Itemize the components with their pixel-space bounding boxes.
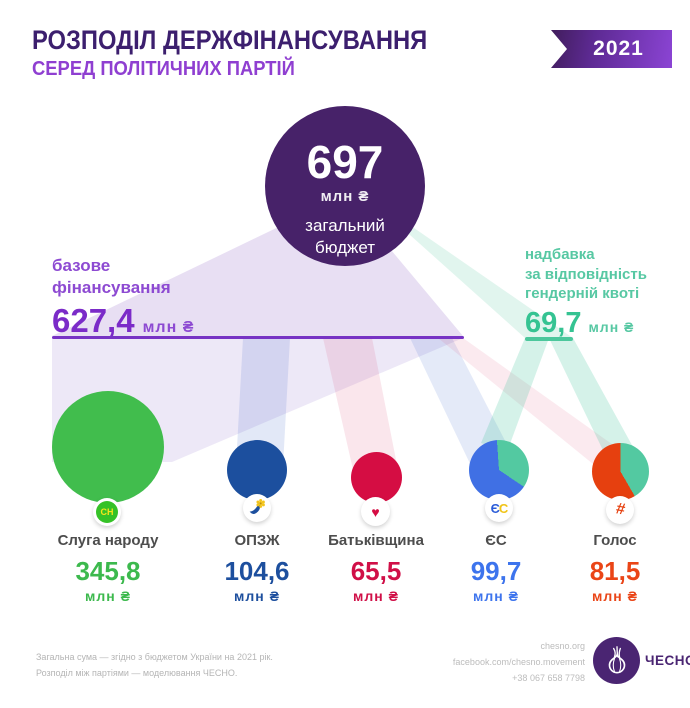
batkivshchyna-heart-logo-icon: ♥ (361, 497, 390, 526)
party-unit: млн ₴ (592, 588, 638, 604)
party-value: 99,7 (470, 556, 522, 586)
base-funding-underline (52, 336, 464, 339)
gender-bonus-underline (525, 337, 573, 341)
es-logo-letter-ye: Є (490, 500, 500, 516)
base-funding-block: базове фінансування 627,4 млн ₴ (52, 255, 194, 340)
es-logo-letter-s: С (498, 500, 508, 516)
base-funding-unit: млн ₴ (142, 318, 195, 336)
party-name: ОПЗЖ (234, 532, 280, 549)
page-title: РОЗПОДІЛ ДЕРЖФІНАНСУВАННЯ (32, 25, 428, 55)
footer-phone: +38 067 658 7798 (512, 673, 585, 684)
total-budget-circle: 697 млн ₴ загальний бюджет (265, 106, 425, 266)
total-budget-label: загальний бюджет (305, 216, 385, 257)
party-value: 65,5 (350, 556, 402, 586)
opzzh-logo-graphic (249, 499, 265, 514)
party-circle-es (469, 440, 529, 500)
footer-facebook: facebook.com/chesno.movement (452, 657, 585, 668)
chesno-garlic-logo-icon (593, 637, 640, 684)
gender-bonus-unit: млн ₴ (588, 318, 635, 335)
party-unit: млн ₴ (234, 588, 280, 604)
chesno-org-name: ЧЕСНО (645, 653, 690, 668)
footer-website: chesno.org (540, 641, 585, 651)
holos-hash-logo-icon: # (606, 496, 634, 524)
party-circle-opzzh (227, 440, 287, 500)
party-unit: млн ₴ (473, 588, 519, 604)
year-label: 2021 (593, 37, 644, 60)
party-info-sluha-narodu: Слуга народу 345,8 млн ₴ (33, 532, 183, 604)
party-info-opzzh: ОПЗЖ 104,6 млн ₴ (182, 532, 332, 604)
heart-glyph: ♥ (371, 503, 380, 520)
party-name: Батьківщина (328, 532, 424, 549)
party-value: 81,5 (589, 556, 641, 586)
sluha-narodu-logo-icon: СН (93, 498, 121, 526)
party-info-es: ЄС 99,7 млн ₴ (421, 532, 571, 604)
party-value: 345,8 (75, 556, 141, 586)
base-funding-label-line2: фінансування (52, 277, 171, 297)
party-circle-sluha-narodu (52, 391, 164, 503)
hash-glyph: # (614, 500, 626, 519)
footer-contacts: chesno.org facebook.com/chesno.movement … (400, 638, 585, 686)
party-unit: млн ₴ (353, 588, 399, 604)
party-name: Голос (593, 532, 637, 549)
footer-note-line1: Загальна сума — згідно з бюджетом Україн… (36, 652, 273, 662)
gender-bonus-block: надбавка за відповідність гендерній квот… (525, 245, 647, 340)
party-name: Слуга народу (57, 532, 159, 549)
party-info-holos: Голос 81,5 млн ₴ (540, 532, 690, 604)
year-ribbon-badge: 2021 (551, 30, 672, 68)
footer-note-line2: Розподіл між партіями — моделювання ЧЕСН… (36, 667, 238, 678)
opzzh-dove-sunflower-logo-icon (243, 494, 271, 522)
sluha-narodu-logo-letters: СН (96, 501, 118, 523)
party-info-batkivshchyna: Батьківщина 65,5 млн ₴ (301, 532, 451, 604)
party-value: 104,6 (224, 556, 290, 586)
total-budget-value: 697 (306, 136, 384, 188)
total-budget-unit: млн ₴ (320, 188, 370, 206)
party-circle-holos (592, 443, 649, 500)
gender-bonus-value: 69,7 (525, 306, 582, 339)
garlic-graphic (608, 645, 625, 673)
base-funding-label-line1: базове (52, 256, 111, 275)
page-subtitle: СЕРЕД ПОЛІТИЧНИХ ПАРТІЙ (32, 58, 295, 80)
party-circle-batkivshchyna (351, 452, 402, 503)
gender-bonus-label-line1: надбавка (525, 246, 595, 263)
party-unit: млн ₴ (85, 588, 131, 604)
footer-notes: Загальна сума — згідно з бюджетом Україн… (36, 650, 273, 682)
gender-bonus-label-line2: за відповідність (525, 265, 647, 283)
party-name: ЄС (485, 532, 507, 549)
gender-bonus-label-line3: гендерній квоті (525, 285, 640, 302)
base-funding-value: 627,4 (52, 301, 135, 339)
